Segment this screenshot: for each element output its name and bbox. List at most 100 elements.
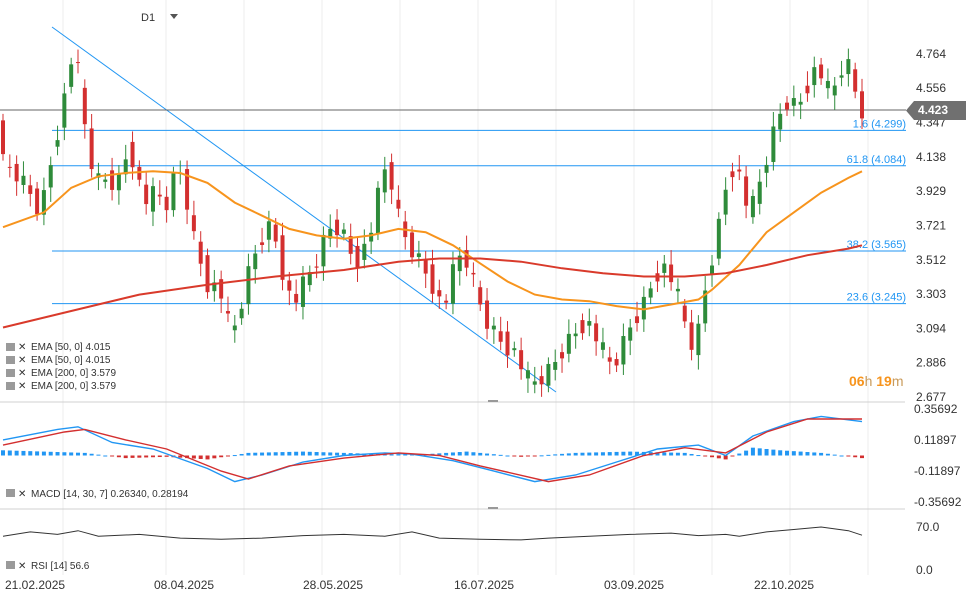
- candle-body: [205, 255, 210, 293]
- candle-body: [798, 101, 803, 105]
- macd-histogram-bar: [464, 451, 469, 456]
- candle-body: [7, 166, 12, 168]
- legend-label: EMA [50, 0] 4.015: [31, 355, 111, 366]
- macd-histogram-bar: [294, 451, 299, 456]
- candle-body: [846, 59, 851, 75]
- macd-tick-label: -0.11897: [914, 464, 961, 478]
- ema-lines[interactable]: [2, 170, 863, 329]
- candle-body: [600, 342, 605, 350]
- candle-body: [675, 288, 680, 292]
- candle-body: [219, 279, 224, 299]
- candle-body: [812, 67, 817, 86]
- candle-body: [416, 253, 421, 257]
- candle-body: [716, 218, 721, 259]
- macd-histogram-bar: [82, 452, 87, 456]
- macd-histogram-bar: [498, 454, 503, 456]
- candle-body: [116, 173, 121, 191]
- close-icon: ✕: [18, 342, 26, 353]
- macd-histogram-bar: [655, 452, 660, 456]
- macd-tick-label: 0.11897: [914, 433, 957, 447]
- candle-body: [587, 321, 592, 326]
- macd-histogram-bar: [198, 455, 203, 459]
- macd-histogram-bar: [744, 450, 749, 456]
- candle-body: [348, 236, 353, 254]
- macd-histogram-bar: [764, 448, 769, 456]
- timeframe-selector[interactable]: D1: [141, 12, 156, 24]
- macd-histogram-bar: [635, 451, 640, 456]
- macd-histogram-bar: [307, 451, 312, 456]
- macd-histogram-bar: [273, 452, 278, 456]
- chevron-down-icon[interactable]: [170, 14, 178, 19]
- macd-histogram-bar: [832, 454, 837, 456]
- candle-body: [14, 163, 19, 182]
- price-tick-label: 3.303: [916, 287, 946, 301]
- legend-label: EMA [200, 0] 3.579: [31, 368, 116, 379]
- macd-histogram-bar: [573, 452, 578, 456]
- macd-histogram-bar: [737, 453, 742, 456]
- macd-histogram-bar: [621, 451, 626, 456]
- candle-body: [430, 264, 435, 294]
- legend-label: EMA [50, 0] 4.015: [31, 342, 111, 353]
- candle-body: [607, 357, 612, 362]
- price-tick-label: 3.512: [916, 253, 946, 267]
- candle-body: [444, 300, 449, 303]
- candle-body: [130, 141, 135, 168]
- candle-body: [89, 128, 94, 170]
- candle-body: [478, 287, 483, 305]
- candle-body: [580, 320, 585, 334]
- date-tick-label: 28.05.2025: [303, 578, 363, 592]
- macd-histogram-bar: [164, 455, 169, 457]
- candle-body: [689, 322, 694, 350]
- price-tick-label: 4.138: [916, 150, 946, 164]
- candle-body: [437, 290, 442, 297]
- macd-histogram-bar: [750, 447, 755, 456]
- rsi-pane[interactable]: 70.0 0.0 ✕ RSI [14] 56.6: [2, 520, 940, 577]
- macd-histogram-bar: [703, 455, 708, 457]
- macd-histogram-bar: [62, 452, 67, 456]
- candle-body: [287, 280, 292, 291]
- candle-body: [641, 296, 646, 320]
- macd-histogram-bar: [444, 452, 449, 456]
- macd-pane[interactable]: 0.35692 0.11897 -0.11897 -0.35692 ✕ MACD [14,…: [1, 402, 962, 509]
- macd-histogram-bar: [512, 455, 517, 457]
- price-tick-label: 4.764: [916, 47, 946, 61]
- macd-histogram-bar: [110, 455, 115, 457]
- candle-body: [410, 232, 415, 258]
- candle-body: [225, 311, 230, 314]
- trend-line[interactable]: [51, 26, 557, 393]
- candle-countdown: 06h 19m: [849, 373, 904, 389]
- macd-histogram-bar: [253, 452, 258, 456]
- timer-hours-unit: h: [864, 373, 873, 389]
- settings-icon: [6, 356, 15, 364]
- candle-body: [778, 113, 783, 130]
- candle-body: [335, 219, 340, 236]
- macd-histogram-bar: [846, 455, 851, 457]
- macd-histogram-bar: [532, 455, 537, 457]
- macd-histogram-bar: [785, 450, 790, 456]
- fib-level-label: 38.2 (3.565): [847, 239, 906, 251]
- macd-histogram-bar: [369, 453, 374, 456]
- macd-histogram-bar: [771, 449, 776, 456]
- pane-resize-handle[interactable]: [488, 507, 498, 509]
- candle-body: [791, 98, 796, 106]
- candle-body: [321, 234, 326, 267]
- candle-body: [48, 165, 53, 188]
- macd-histogram-bar: [41, 451, 46, 456]
- macd-histogram-bar: [389, 454, 394, 456]
- legend-label: EMA [200, 0] 3.579: [31, 381, 116, 392]
- macd-histogram-bar: [600, 452, 605, 456]
- candle-body: [450, 264, 455, 304]
- candle-body: [703, 290, 708, 324]
- candle-body: [546, 363, 551, 386]
- macd-histogram-bar: [587, 452, 592, 456]
- candle-body: [771, 126, 776, 162]
- macd-histogram-bar: [491, 454, 496, 456]
- settings-icon: [6, 561, 15, 569]
- macd-histogram-bar: [300, 451, 305, 456]
- price-candles[interactable]: [1, 48, 864, 397]
- macd-histogram-bar: [853, 455, 858, 458]
- candle-body: [710, 265, 715, 275]
- pane-resize-handle[interactable]: [488, 400, 498, 402]
- fibonacci-levels[interactable]: 1.6 (4.299) 61.8 (4.084) 38.2 (3.565) 23.6 …: [52, 118, 906, 305]
